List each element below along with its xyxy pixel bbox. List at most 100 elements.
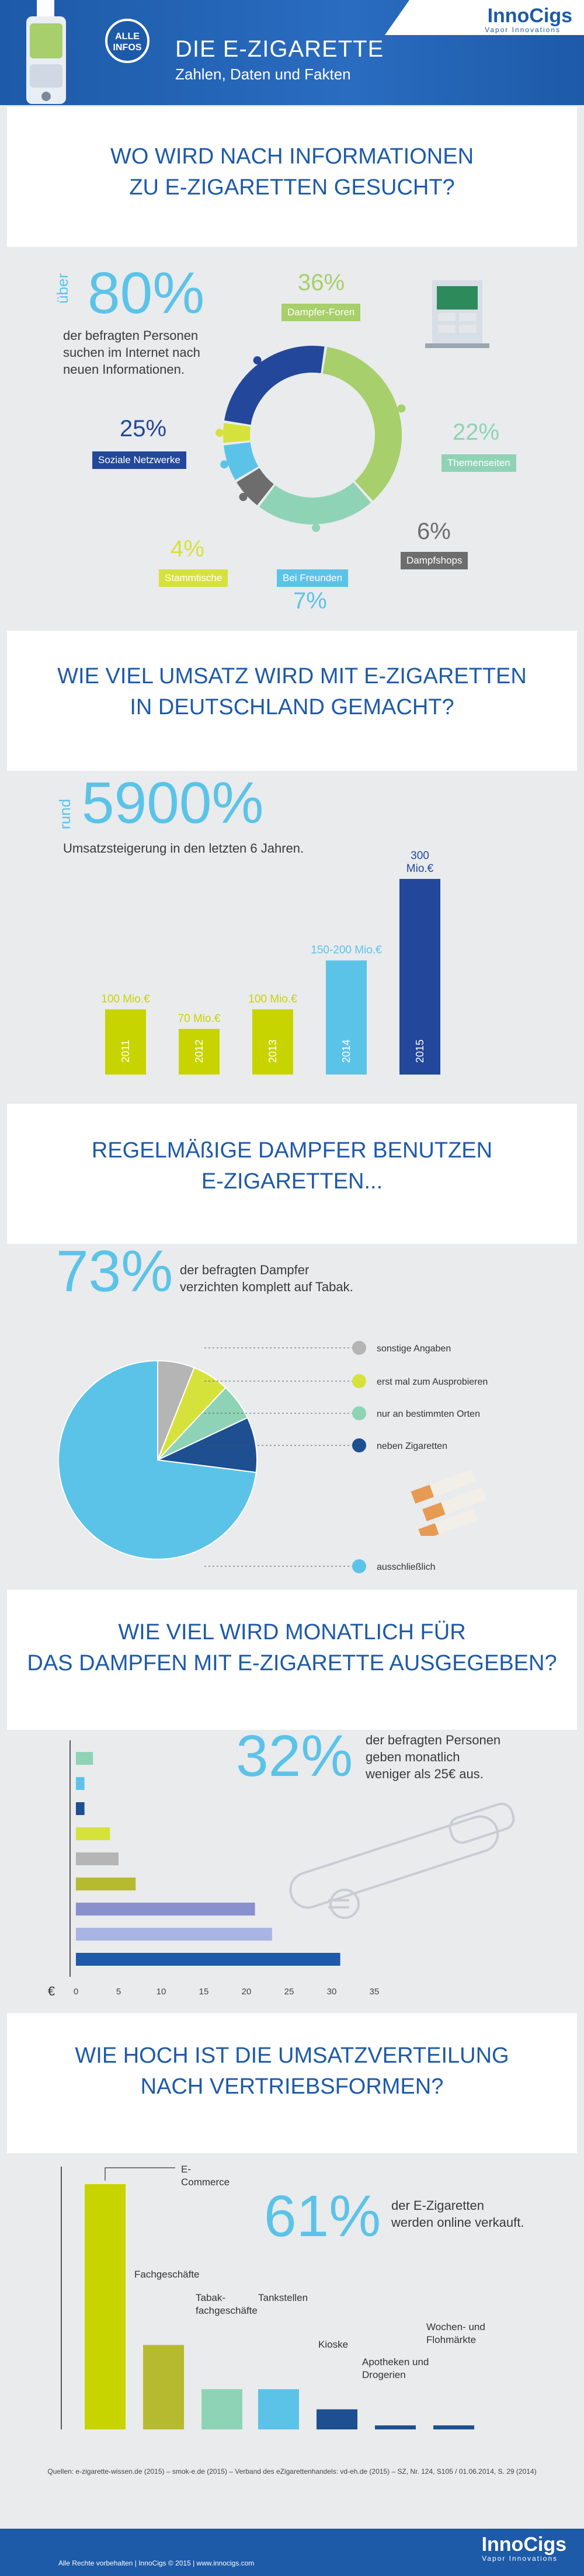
section5-text-1: der E-Zigaretten <box>391 2198 484 2213</box>
spend-bar-4 <box>76 1852 119 1865</box>
spend-bar-0 <box>76 1752 93 1765</box>
footer-tagline: Vapor Innovations <box>482 2554 558 2563</box>
section4-text-3: weniger als 25€ aus. <box>366 1767 484 1781</box>
usage-legend-dot-ausschließlich <box>352 1559 366 1573</box>
channel-label-e-commerce: E- <box>181 2164 191 2175</box>
section1-title-panel <box>7 107 577 247</box>
pct-dampfer-foren: 36% <box>298 270 345 296</box>
footer-bar: Alle Rechte vorbehalten | InnoCigs © 201… <box>0 2529 584 2576</box>
donut-pointer-soziale-netzwerke <box>253 356 262 365</box>
usage-legend-label-erst-mal-zum-ausprobieren: erst mal zum Ausprobieren <box>377 1377 488 1387</box>
revenue-bar-2012 <box>179 1028 220 1075</box>
section4-big-number: 32% <box>236 1723 353 1789</box>
donut-segment-themenseiten <box>259 482 371 524</box>
channel-label-tabak-fachgeschäfte: Tabak- <box>196 2292 225 2303</box>
brand-logo: InnoCigs <box>487 5 572 27</box>
channel-bar-e-commerce <box>85 2184 126 2429</box>
revenue-value-label-2015: Mio.€ <box>406 863 434 875</box>
channel-bar-wochen-und-flohmärkte <box>433 2425 474 2429</box>
usage-legend-label-nur-an-bestimmten-orten: nur an bestimmten Orten <box>377 1409 480 1419</box>
page-title: DIE E-ZIGARETTE <box>175 36 384 62</box>
usage-legend-dot-erst-mal-zum-ausprobieren <box>352 1374 366 1388</box>
revenue-value-label-2014: 150-200 Mio.€ <box>311 944 382 957</box>
usage-legend-dot-nur-an-bestimmten-orten <box>352 1406 366 1420</box>
section5-text-2: werden online verkauft. <box>391 2215 524 2230</box>
revenue-year-label-2015: 2015 <box>414 1040 426 1063</box>
spend-bar-1 <box>76 1777 85 1790</box>
channel-bar-kioske <box>317 2409 357 2429</box>
pct-soziale-netzwerke: 25% <box>120 416 167 441</box>
section4-title-line2: DAS DAMPFEN MIT E-ZIGARETTE AUSGEGEBEN? <box>27 1651 557 1675</box>
shop-icon <box>425 280 489 348</box>
header-banner: ALLE INFOS DIE E-ZIGARETTE Zahlen, Daten… <box>0 0 584 105</box>
section3-title-line2: E-ZIGARETTEN... <box>201 1169 383 1194</box>
donut-segment-soziale-netzwerke <box>224 346 325 426</box>
monthly-spend-bar-chart: 0 5 10 15 20 25 30 35 € <box>48 1740 379 1998</box>
donut-pointer-stammtische <box>215 429 224 437</box>
section1-text-3: neuen Informationen. <box>63 362 185 377</box>
section1-title-line2: ZU E-ZIGARETTEN GESUCHT? <box>129 175 455 200</box>
channel-label-apotheken-und-drogerien: Apotheken und <box>362 2356 429 2368</box>
section5-title-line1: WIE HOCH IST DIE UMSATZVERTEILUNG <box>75 2043 509 2068</box>
usage-legend-label-ausschließlich: ausschließlich <box>377 1562 435 1572</box>
spend-bar-8 <box>76 1953 340 1966</box>
e-cigarette-icon <box>26 0 66 104</box>
section1-title-line1: WO WIRD NACH INFORMATIONEN <box>110 144 474 169</box>
section1-big-number: 80% <box>88 260 205 326</box>
spend-x-tick-15: 15 <box>199 1987 209 1997</box>
spend-bar-2 <box>76 1802 85 1815</box>
usage-legend-label-neben-zigaretten: neben Zigaretten <box>377 1441 447 1451</box>
revenue-year-label-2014: 2014 <box>340 1040 352 1063</box>
spend-x-tick-10: 10 <box>157 1987 166 1997</box>
channel-leader-ecommerce <box>105 2167 175 2181</box>
spend-bar-7 <box>76 1928 272 1941</box>
brand-tagline: Vapor Innovations <box>485 26 561 34</box>
usage-legend-label-sonstige-angaben: sonstige Angaben <box>377 1344 451 1354</box>
channel-label-apotheken-und-drogerien: Drogerien <box>362 2369 406 2380</box>
donut-segment-dampfshops <box>237 467 274 506</box>
revenue-bar-2014 <box>326 960 367 1075</box>
channel-label-wochen-und-flohmärkte: Flohmärkte <box>426 2334 476 2345</box>
donut-pointer-dampfer-foren <box>397 404 406 413</box>
revenue-year-label-2013: 2013 <box>267 1040 279 1063</box>
channel-label-wochen-und-flohmärkte: Wochen- und <box>426 2321 485 2332</box>
channel-label-e-commerce: Commerce <box>181 2177 230 2188</box>
section3-text-2: verzichten komplett auf Tabak. <box>180 1280 353 1294</box>
revenue-value-label-2012: 70 Mio.€ <box>178 1013 221 1025</box>
spend-bar-6 <box>76 1903 255 1916</box>
section3-text-1: der befragten Dampfer <box>180 1263 310 1277</box>
section3-title-line1: REGELMÄßIGE DAMPFER BENUTZEN <box>91 1138 493 1163</box>
channel-label-kioske: Kioske <box>318 2339 348 2350</box>
pct-dampfshops: 6% <box>417 519 451 544</box>
section5-title-line2: NACH VERTRIEBSFORMEN? <box>140 2074 444 2099</box>
section5-big-number: 61% <box>264 2184 381 2249</box>
revenue-bar-2015 <box>399 879 440 1075</box>
section3-title-panel <box>7 1104 577 1244</box>
usage-pie-chart: ausschließlich neben Zigaretten nur an bes… <box>58 1341 488 1573</box>
channel-label-tabak-fachgeschäfte: fachgeschäfte <box>196 2305 258 2316</box>
channel-label-fachgeschäfte: Fachgeschäfte <box>134 2269 200 2280</box>
section4-title-line1: WIE VIEL WIRD MONATLICH FÜR <box>118 1620 466 1645</box>
sales-channel-bar-chart: E- Commerce Fachgeschäfte Tabak-fachgeschäf… <box>61 2164 485 2429</box>
info-badge: ALLE INFOS <box>105 19 150 63</box>
page-subtitle: Zahlen, Daten und Fakten <box>175 65 351 83</box>
spend-x-tick-20: 20 <box>242 1987 252 1997</box>
label-dampfer-foren: Dampfer-Foren <box>281 304 361 321</box>
section4-title-panel <box>7 1590 577 1730</box>
label-soziale-netzwerke: Soziale Netzwerke <box>92 451 186 469</box>
spend-bar-5 <box>76 1878 136 1890</box>
pct-stammtische: 4% <box>171 536 204 562</box>
section2-text: Umsatzsteigerung in den letzten 6 Jahren… <box>63 841 304 856</box>
revenue-bar-chart: 2011 100 Mio.€ 2012 70 Mio.€ 2013 100 Mio.€ 20… <box>101 850 440 1075</box>
section2-title-line2: IN DEUTSCHLAND GEMACHT? <box>130 695 454 719</box>
revenue-year-label-2012: 2012 <box>193 1040 205 1063</box>
channel-bar-tankstellen <box>258 2389 299 2429</box>
donut-segment-dampfer-foren <box>322 347 402 501</box>
revenue-value-label-2013: 100 Mio.€ <box>248 993 297 1005</box>
revenue-bar-2013 <box>252 1009 293 1075</box>
spend-bar-3 <box>76 1827 110 1840</box>
donut-pointer-bei-freunden <box>220 460 229 469</box>
revenue-value-label-2015: 300 <box>411 850 429 862</box>
pct-bei-freunden: 7% <box>293 588 327 614</box>
spend-x-tick-0: 0 <box>74 1987 78 1997</box>
